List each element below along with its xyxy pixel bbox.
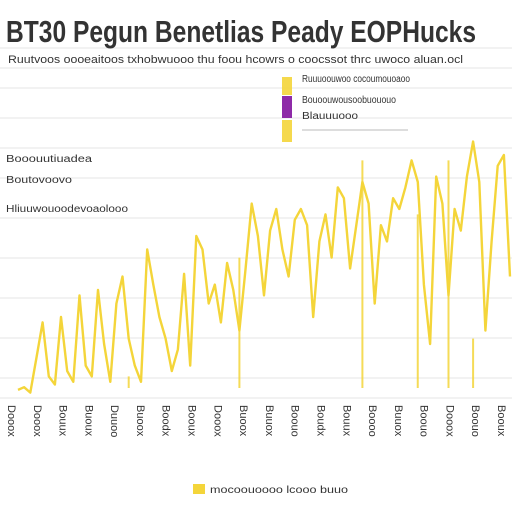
x-tick-label: Dooox	[443, 405, 455, 437]
x-tick-labels: Dooox Dooox Bouux Buoux Duuoo Buoox Boodx Booux…	[5, 405, 507, 437]
x-tick-label: Boodx	[160, 405, 172, 437]
legend: Ruuuoouwoo cocoumouoaoo Bouoouwousoobuou…	[282, 74, 410, 142]
x-tick-label: Duuoo	[108, 405, 120, 437]
x-tick-label: Boouo	[469, 405, 481, 437]
legend-swatch-2	[282, 96, 292, 118]
x-tick-label: Boudx	[315, 405, 327, 437]
chart-subtitle: Ruutvoos oooeaitoos txhobwuooo thu foou …	[8, 54, 463, 66]
x-tick-label: Buoox	[237, 405, 249, 437]
series-layer	[17, 140, 512, 394]
x-tick-label: Boouo	[289, 405, 301, 437]
series-line	[17, 140, 512, 394]
x-axis-label: mocoouoooo lcooo buuo	[210, 485, 349, 496]
chart-title: BT30 Pegun Benetlias Peady EOPHucks	[6, 14, 476, 49]
x-tick-label: Booux	[186, 405, 198, 437]
side-label-3: Hliuuwouoodevoaolooo	[6, 204, 128, 215]
x-tick-label: Buuox	[263, 405, 275, 437]
x-tick-label: Buoox	[134, 405, 146, 437]
side-label-1: Booouutiuadea	[6, 154, 93, 165]
spike-layer	[127, 160, 475, 388]
legend-label-2: Bouoouwousoobuououo	[302, 95, 396, 106]
xlabel-swatch	[193, 484, 205, 494]
x-tick-label: Bouux	[340, 405, 352, 437]
x-tick-label: Buuox	[392, 405, 404, 437]
grid	[0, 47, 512, 399]
x-tick-label: Dooox	[5, 405, 17, 437]
legend-label-1: Ruuuoouwoo cocoumouoaoo	[302, 74, 410, 85]
side-label-2: Boutovoovo	[6, 175, 73, 186]
x-tick-label: Booux	[495, 405, 507, 437]
x-tick-label: Boouo	[418, 405, 430, 437]
legend-swatch-1	[282, 77, 292, 95]
x-tick-label: Buoux	[82, 405, 94, 437]
x-tick-label: Dooox	[31, 405, 43, 437]
legend-swatch-3	[282, 120, 292, 142]
x-tick-label: Dooox	[211, 405, 223, 437]
x-tick-label: Bouux	[57, 405, 69, 437]
x-tick-label: Boooo	[366, 405, 378, 437]
legend-label-3: Blauuuooo	[302, 111, 359, 122]
